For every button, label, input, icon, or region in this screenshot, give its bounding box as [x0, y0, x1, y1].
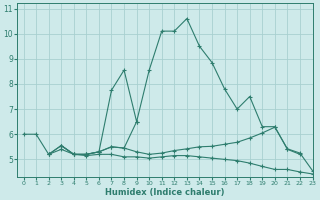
X-axis label: Humidex (Indice chaleur): Humidex (Indice chaleur): [105, 188, 225, 197]
